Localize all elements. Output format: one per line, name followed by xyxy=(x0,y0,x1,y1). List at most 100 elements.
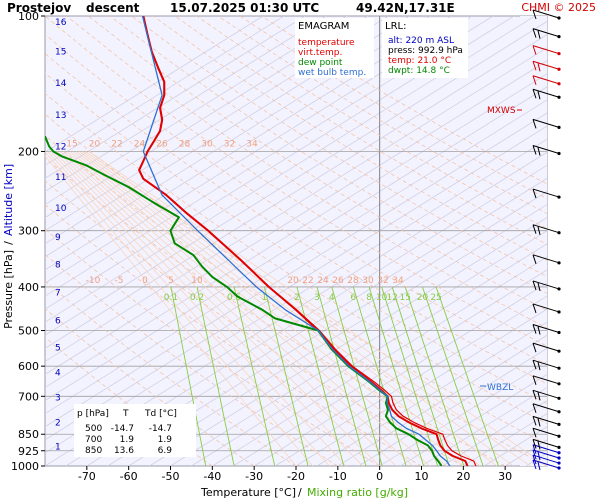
dry-adiabat xyxy=(196,16,547,230)
y-axis-title-2: Altitude [km] xyxy=(2,164,15,236)
mixing-ratio-line xyxy=(196,286,235,466)
y-tick-label: 300 xyxy=(18,225,39,238)
dry-adiabat xyxy=(45,336,213,466)
legend-title: EMAGRAM xyxy=(298,21,349,32)
x-axis-title: Temperature [°C] xyxy=(200,486,296,499)
dry-adiabat-label: 20 xyxy=(89,140,101,150)
altitude-tick-label: 4 xyxy=(55,369,61,379)
dry-adiabat xyxy=(174,16,547,245)
x-tick-label: 30 xyxy=(498,470,512,483)
mixing-ratio-line xyxy=(170,286,207,466)
moist-adiabat xyxy=(57,151,380,466)
wind-barb xyxy=(532,188,561,199)
legend: EMAGRAM temperature virt.temp. dew point… xyxy=(295,18,374,78)
x-tick-label: 0 xyxy=(376,470,383,483)
table-row-td: -14.7 xyxy=(149,424,172,434)
dry-adiabat-label: 28 xyxy=(179,140,191,150)
wind-barb xyxy=(532,438,561,450)
sounding-coords: 49.42N,17.31E xyxy=(356,1,455,15)
y-tick-label: 400 xyxy=(18,281,39,294)
wind-barb xyxy=(532,454,561,465)
wind-barb xyxy=(532,444,561,455)
x-tick-label: -30 xyxy=(245,470,263,483)
moist-adiabat-label: 0 xyxy=(142,276,148,286)
altitude-tick-label: 1 xyxy=(55,442,61,452)
altitude-tick-label: 11 xyxy=(55,173,66,183)
wind-barb xyxy=(532,144,561,156)
table-row-p: 700 xyxy=(85,435,102,445)
table-header-t: T xyxy=(122,409,129,419)
y-tick-label: 100 xyxy=(18,10,39,23)
mixing-ratio-label: 4 xyxy=(329,293,335,303)
series-wet-bulb-temp xyxy=(141,16,451,466)
altitude-tick-label: 5 xyxy=(55,343,61,353)
wind-barb xyxy=(532,415,561,427)
wind-barb xyxy=(532,224,561,235)
plot-area xyxy=(44,15,548,467)
lrl-press: press: 992.9 hPa xyxy=(388,46,463,56)
mixing-ratio-label: 1 xyxy=(262,293,268,303)
moist-adiabat xyxy=(85,151,531,466)
table-row-p: 850 xyxy=(85,446,102,456)
mixing-ratio-label: 15 xyxy=(399,293,410,303)
dry-adiabat xyxy=(45,280,297,466)
mxws-marker: MXWS xyxy=(487,106,516,116)
mixing-ratio-line xyxy=(316,286,367,466)
lrl-dwpt: dwpt: 14.8 °C xyxy=(388,66,450,76)
moist-adiabat xyxy=(63,151,414,466)
wbzl-marker: WBZL xyxy=(487,383,513,393)
mixing-ratio-line xyxy=(391,286,450,466)
y-axis-title: Pressure [hPa] xyxy=(2,250,15,329)
y-tick-label: 500 xyxy=(18,325,39,338)
altitude-tick-label: 6 xyxy=(55,317,61,327)
altitude-tick-label: 7 xyxy=(55,289,61,299)
legend-item-virt-temp: virt.temp. xyxy=(298,48,342,58)
moist-adiabat xyxy=(88,151,547,466)
mixing-ratio-label: 20 xyxy=(417,293,429,303)
moist-adiabat-label: 34 xyxy=(392,276,404,286)
wind-barb xyxy=(532,303,561,314)
svg-text:/: / xyxy=(2,241,15,245)
dry-adiabat xyxy=(45,157,506,466)
legend-item-temperature: temperature xyxy=(298,38,355,48)
x-axis-title-2: Mixing ratio [g/kg] xyxy=(307,486,408,499)
mixing-ratio-label: 0.1 xyxy=(164,293,178,303)
wind-barb xyxy=(532,45,561,56)
y-tick-label: 200 xyxy=(18,145,39,158)
mixing-ratio-label: 2 xyxy=(294,293,300,303)
svg-text:/: / xyxy=(298,486,302,499)
wind-barb xyxy=(532,28,561,39)
table-header-td: Td [°C] xyxy=(144,409,177,419)
mixing-ratio-label: 0.2 xyxy=(190,293,204,303)
wind-barb xyxy=(532,342,561,353)
dry-adiabat xyxy=(152,16,547,261)
table-row-td: 1.9 xyxy=(158,435,173,445)
altitude-tick-label: 10 xyxy=(55,204,67,214)
table-row-t: 1.9 xyxy=(120,435,135,445)
mixing-ratio-label: 6 xyxy=(350,293,356,303)
altitude-tick-label: 14 xyxy=(55,79,67,89)
moist-adiabat xyxy=(53,151,364,466)
level-table: p [hPa] T Td [°C] 500 -14.7 -14.7 700 1.… xyxy=(74,404,196,457)
dry-adiabat xyxy=(88,16,547,311)
mixing-ratio-label: 3 xyxy=(314,293,320,303)
dry-adiabat xyxy=(45,254,339,466)
sounding-datetime: 15.07.2025 01:30 UTC xyxy=(170,1,319,15)
dry-adiabat-label: 22 xyxy=(111,140,122,150)
moist-adiabat-label: 30 xyxy=(362,276,374,286)
mixing-ratio-label: 8 xyxy=(366,293,372,303)
moist-adiabat-label: -5 xyxy=(115,276,124,286)
moist-adiabat xyxy=(60,151,397,466)
y-tick-label: 925 xyxy=(18,445,39,458)
mixing-ratio-label: 0.5 xyxy=(227,293,241,303)
wind-barb xyxy=(532,9,561,20)
table-row-p: 500 xyxy=(85,424,102,434)
dry-adiabat xyxy=(45,113,547,445)
lrl-alt: alt: 220 m ASL xyxy=(388,36,454,46)
wind-barb xyxy=(532,359,561,371)
dry-adiabat xyxy=(45,52,547,385)
lrl-temp: temp: 21.0 °C xyxy=(388,56,451,66)
dry-adiabat-label: 15 xyxy=(66,140,77,150)
x-tick-label: -40 xyxy=(203,470,221,483)
y-tick-label: 700 xyxy=(18,390,39,403)
